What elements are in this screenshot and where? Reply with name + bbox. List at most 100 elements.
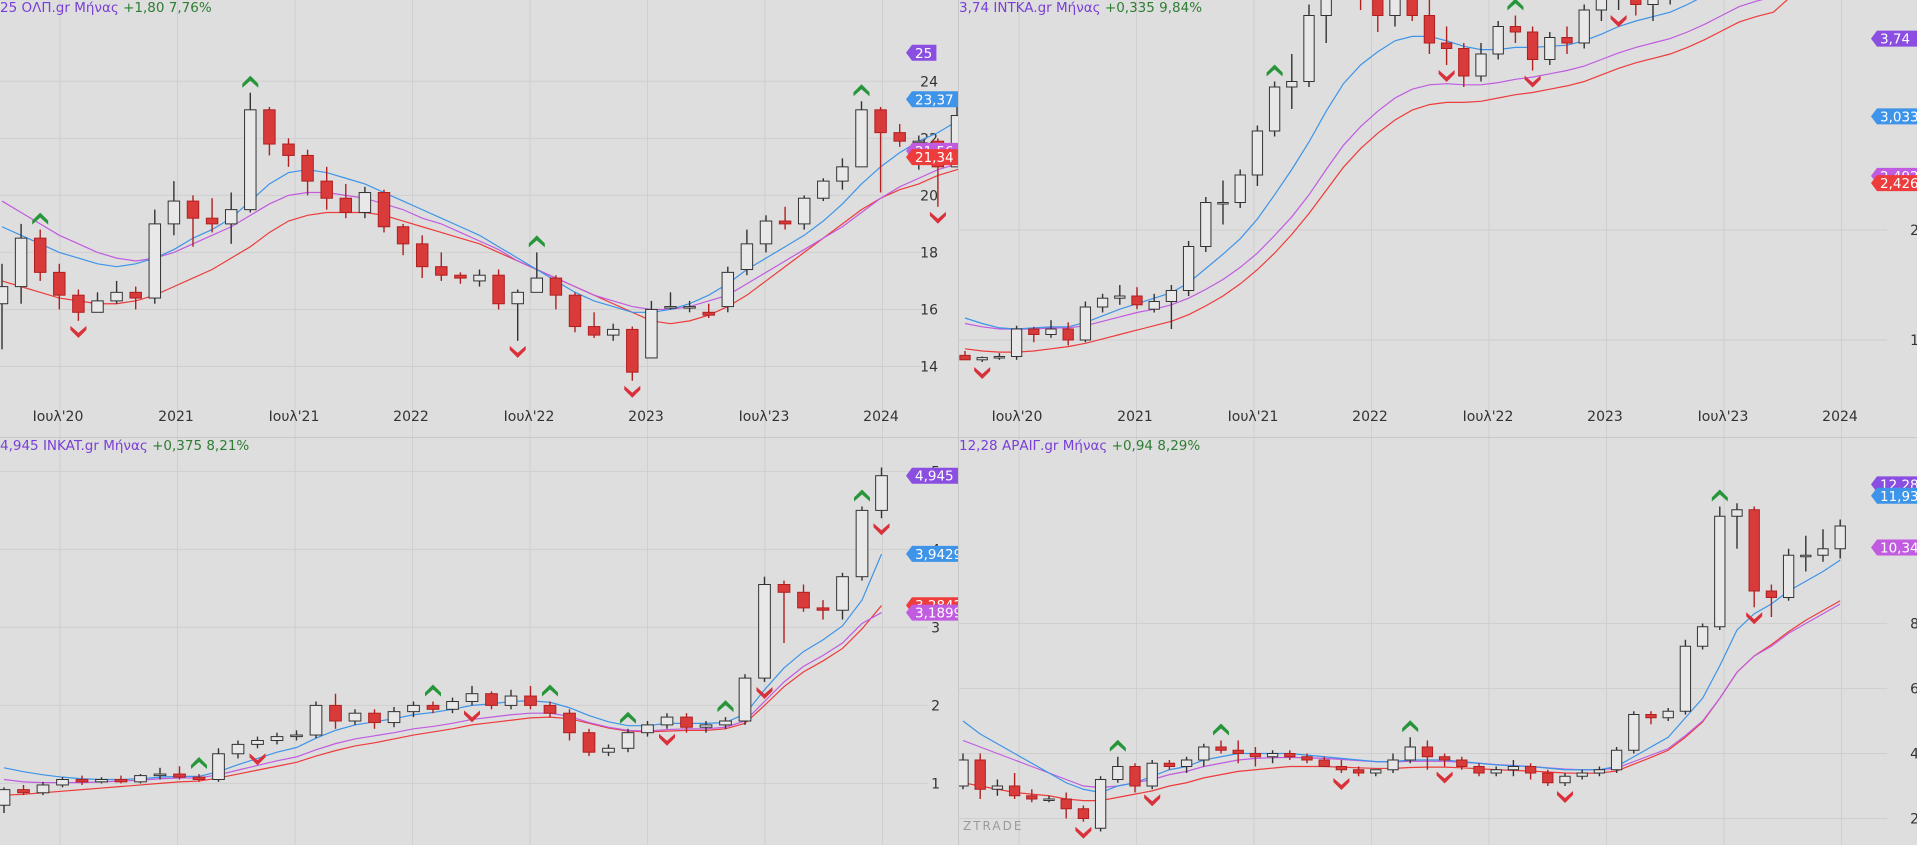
candle — [1198, 743, 1210, 767]
candles — [959, 0, 1671, 362]
candle-body — [1320, 0, 1332, 16]
candle-body — [549, 277, 563, 296]
candle-body — [645, 308, 658, 359]
price-tag-label: 21,34 — [915, 150, 954, 166]
candle — [53, 263, 66, 310]
candle-body — [993, 356, 1006, 359]
candle — [72, 289, 85, 321]
candle — [1146, 760, 1158, 790]
candle-body — [991, 785, 1004, 790]
y-axis: 12345 — [931, 464, 940, 792]
candle-body — [721, 271, 735, 308]
price-tag-label: 11,93 — [1880, 489, 1917, 505]
price-tag-label: 23,37 — [915, 92, 954, 108]
candle-body — [1094, 779, 1107, 829]
candle-body — [192, 776, 206, 781]
candle-body — [959, 354, 971, 361]
candle-body — [72, 294, 85, 313]
buy-signal-arrow — [191, 757, 207, 770]
y-tick-label: 6 — [1910, 682, 1917, 698]
x-tick-label: 2024 — [863, 409, 899, 425]
moving-averages — [1, 119, 958, 325]
candle — [524, 685, 537, 710]
candle — [680, 713, 693, 733]
candle — [358, 186, 372, 219]
candle-body — [153, 773, 167, 777]
panel-header: 12,28 ΑΡΑΙΓ.gr Μήνας +0,94 8,29% — [959, 438, 1200, 454]
candle — [290, 730, 303, 741]
candle-body — [1318, 759, 1330, 767]
candle-body — [1148, 301, 1160, 310]
x-tick-label: Ιουλ'20 — [992, 409, 1043, 425]
candle — [855, 506, 869, 581]
sell-signal-arrow — [249, 753, 266, 766]
candle — [1561, 26, 1573, 54]
watermark: ZTRADE — [963, 819, 1024, 833]
candle — [1387, 753, 1399, 773]
candle — [660, 713, 674, 729]
buy-signal-arrow — [1402, 720, 1419, 733]
chart-panel-araig[interactable]: 12,28 ΑΡΑΙΓ.gr Μήνας +0,94 8,29% 2 4 6 8 12,… — [959, 438, 1917, 845]
header-period: Μήνας — [74, 0, 119, 16]
candle — [339, 183, 353, 219]
chart-panel-olp[interactable]: 25 ΟΛΠ.gr Μήνας +1,80 7,76% 14 16 18 20 22 24… — [0, 0, 958, 437]
y-tick-label: 24 — [920, 74, 938, 90]
candle-body — [740, 243, 754, 271]
candle — [95, 777, 108, 784]
candle-body — [1286, 81, 1298, 88]
grid — [959, 438, 1887, 845]
candle-body — [1423, 15, 1436, 44]
header-symbol: ΟΛΠ.gr — [21, 0, 70, 16]
candle-body — [1198, 746, 1210, 761]
signals — [1075, 489, 1763, 839]
candlestick-chart[interactable]: 2 4 6 8 12,28 11,93 10,34 — [959, 438, 1917, 845]
candle — [1286, 54, 1298, 109]
candle — [719, 717, 732, 729]
price-tag-bg — [906, 604, 958, 621]
header-change: +0,335 — [1104, 0, 1155, 16]
candle — [1163, 760, 1176, 770]
chart-panel-intka[interactable]: 3,74 INTKA.gr Μήνας +0,335 9,84% 1 2 Ιουλ'… — [959, 0, 1917, 437]
candle — [606, 323, 620, 341]
candle — [1284, 750, 1296, 760]
candlestick-chart[interactable]: 14 16 18 2022 24 Ιουλ'20 2021 Ιουλ'21 2022 Ιουλ'2… — [0, 0, 958, 437]
header-price: 25 — [0, 0, 18, 16]
price-tag-bg — [906, 545, 958, 562]
candle-body — [114, 779, 128, 783]
buy-signal-arrow — [1109, 739, 1126, 752]
candle-body — [1647, 0, 1659, 6]
header-period: Μήνας — [103, 438, 148, 454]
candle-body — [1112, 766, 1124, 780]
candle-body — [110, 291, 123, 302]
candle-body — [1129, 766, 1141, 787]
candle-body — [377, 192, 391, 228]
buy-signal-arrow — [542, 684, 558, 697]
candle-body — [339, 197, 353, 213]
sell-signal-arrow — [873, 523, 890, 536]
candle — [1232, 740, 1244, 764]
header-price: 12,28 — [959, 438, 998, 454]
candle — [387, 706, 401, 728]
chart-panel-inkat[interactable]: 4,945 INKAT.gr Μήνας +0,375 8,21% 123454… — [0, 438, 958, 845]
header-symbol: INKAT.gr — [42, 438, 99, 454]
header-symbol: INTKA.gr — [993, 0, 1052, 16]
x-tick-label: Ιουλ'20 — [33, 409, 84, 425]
candle-body — [454, 274, 467, 279]
candle-body — [0, 789, 11, 806]
candle — [1180, 756, 1193, 773]
header-pct: 9,84% — [1159, 0, 1203, 16]
candle-body — [1782, 554, 1795, 598]
candle-body — [1595, 0, 1608, 11]
candle-body — [1163, 762, 1176, 767]
price-tag-label: 25 — [915, 46, 932, 62]
candle-body — [358, 192, 372, 213]
candle-body — [816, 607, 830, 611]
candle — [543, 701, 557, 718]
candle-body — [1215, 746, 1227, 751]
candle — [1406, 0, 1418, 21]
ma-slow-line — [1, 168, 958, 325]
